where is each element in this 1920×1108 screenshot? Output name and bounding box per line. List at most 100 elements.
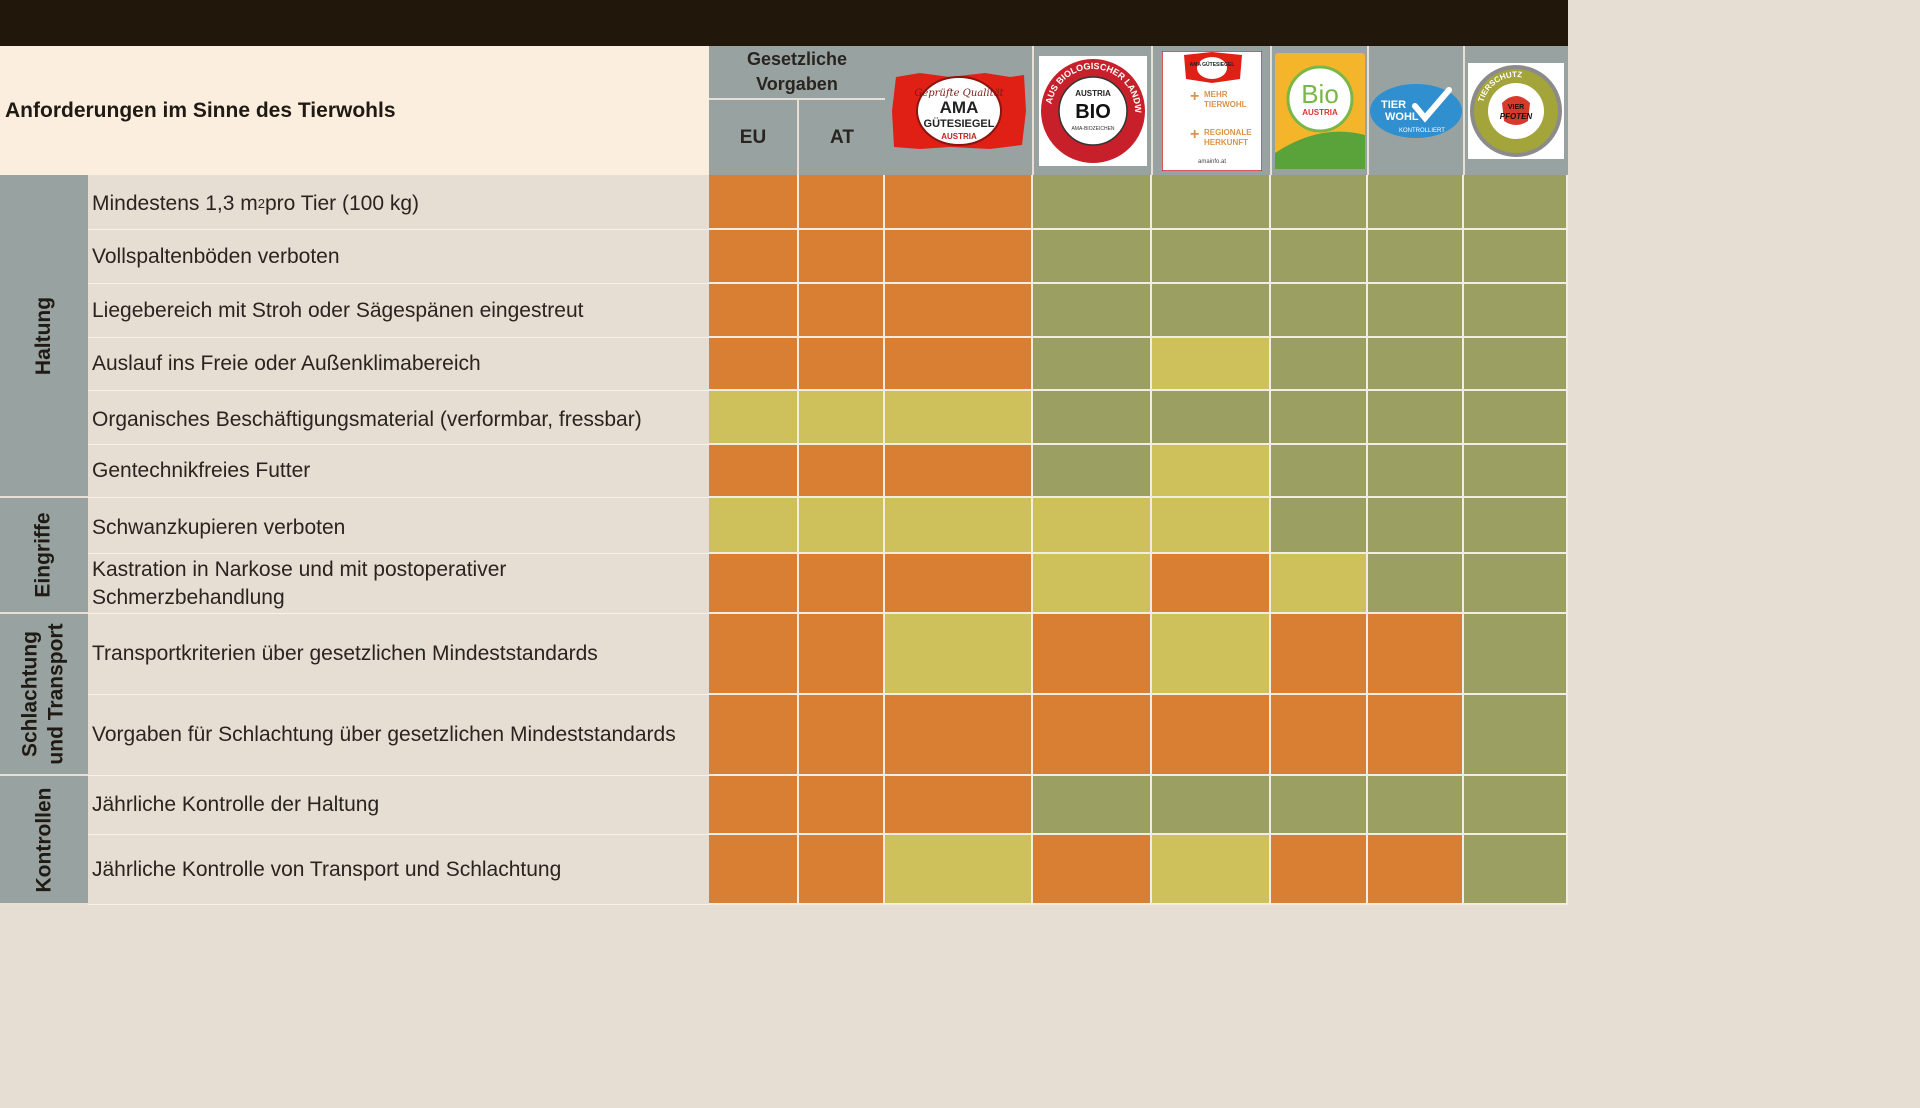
svg-text:AMA-BIOZEICHEN: AMA-BIOZEICHEN bbox=[1071, 126, 1114, 132]
legal-requirements-header: Gesetzliche Vorgaben bbox=[709, 46, 885, 100]
rating-cell-eu bbox=[709, 554, 799, 614]
rating-cell-austria-bio bbox=[1033, 175, 1152, 230]
header-divider bbox=[1367, 46, 1369, 175]
rating-cell-ama-guetesiegel bbox=[885, 175, 1033, 230]
rating-cell-ama-mehr-tierwohl bbox=[1152, 614, 1271, 695]
rating-cell-bio-austria bbox=[1271, 614, 1368, 695]
category-schlachtung-transport: Schlachtung und Transport bbox=[0, 614, 88, 776]
rating-cell-tierschutz-kontrolliert bbox=[1464, 498, 1568, 554]
rating-cell-at bbox=[799, 776, 885, 835]
rating-cell-bio-austria bbox=[1271, 554, 1368, 614]
svg-text:AMA: AMA bbox=[940, 98, 979, 117]
top-bar bbox=[0, 0, 1568, 46]
rating-cell-ama-guetesiegel bbox=[885, 695, 1033, 776]
header-divider bbox=[1463, 46, 1465, 175]
svg-text:TIERWOHL: TIERWOHL bbox=[1204, 100, 1247, 109]
table-title-cell: Anforderungen im Sinne des Tierwohls bbox=[0, 46, 709, 175]
rating-cell-ama-guetesiegel bbox=[885, 554, 1033, 614]
rating-cell-tierschutz-kontrolliert bbox=[1464, 695, 1568, 776]
row-label: Organisches Beschäftigungsmaterial (verf… bbox=[88, 391, 709, 445]
rating-cell-austria-bio bbox=[1033, 835, 1152, 905]
rating-cell-ama-mehr-tierwohl bbox=[1152, 554, 1271, 614]
rating-cell-ama-guetesiegel bbox=[885, 614, 1033, 695]
rating-cell-tierschutz-kontrolliert bbox=[1464, 284, 1568, 338]
rating-cell-tierwohl-kontrolliert bbox=[1368, 498, 1464, 554]
rating-cell-eu bbox=[709, 695, 799, 776]
rating-cell-tierschutz-kontrolliert bbox=[1464, 445, 1568, 498]
rating-cell-ama-guetesiegel bbox=[885, 391, 1033, 445]
rating-cell-ama-mehr-tierwohl bbox=[1152, 695, 1271, 776]
ama-guetesiegel-logo: Geprüfte Qualität AMA GÜTESIEGEL AUSTRIA bbox=[885, 46, 1033, 175]
rating-cell-tierwohl-kontrolliert bbox=[1368, 445, 1464, 498]
svg-text:HERKUNFT: HERKUNFT bbox=[1204, 138, 1248, 147]
svg-text:AUSTRIA: AUSTRIA bbox=[1302, 108, 1338, 117]
rating-cell-at bbox=[799, 338, 885, 391]
rating-cell-ama-mehr-tierwohl bbox=[1152, 391, 1271, 445]
row-label: Schwanzkupieren verboten bbox=[88, 498, 709, 554]
rating-cell-bio-austria bbox=[1271, 835, 1368, 905]
row-label: Liegebereich mit Stroh oder Sägespänen e… bbox=[88, 284, 709, 338]
rating-cell-tierwohl-kontrolliert bbox=[1368, 695, 1464, 776]
svg-text:VIER: VIER bbox=[1508, 104, 1524, 111]
svg-text:PFOTEN: PFOTEN bbox=[1500, 112, 1533, 121]
rating-cell-ama-mehr-tierwohl bbox=[1152, 338, 1271, 391]
ama-mehr-tierwohl-logo: AMA GÜTESIEGEL + MEHR TIERWOHL + REGIONA… bbox=[1152, 46, 1271, 175]
table-title: Anforderungen im Sinne des Tierwohls bbox=[5, 98, 396, 122]
rating-cell-austria-bio bbox=[1033, 695, 1152, 776]
at-column-header: AT bbox=[799, 100, 885, 175]
bio-austria-logo: Bio AUSTRIA bbox=[1271, 46, 1368, 175]
rating-cell-ama-mehr-tierwohl bbox=[1152, 175, 1271, 230]
rating-cell-austria-bio bbox=[1033, 338, 1152, 391]
rating-cell-ama-guetesiegel bbox=[885, 776, 1033, 835]
rating-cell-tierwohl-kontrolliert bbox=[1368, 835, 1464, 905]
svg-text:TIER: TIER bbox=[1381, 99, 1406, 111]
rating-cell-at bbox=[799, 554, 885, 614]
svg-text:BIO: BIO bbox=[1075, 101, 1111, 123]
svg-text:Bio: Bio bbox=[1301, 79, 1339, 109]
svg-text:MEHR: MEHR bbox=[1204, 90, 1228, 99]
rating-cell-ama-mehr-tierwohl bbox=[1152, 230, 1271, 284]
rating-cell-eu bbox=[709, 835, 799, 905]
rating-cell-eu bbox=[709, 614, 799, 695]
rating-cell-tierschutz-kontrolliert bbox=[1464, 614, 1568, 695]
rating-cell-tierwohl-kontrolliert bbox=[1368, 175, 1464, 230]
rating-cell-ama-mehr-tierwohl bbox=[1152, 498, 1271, 554]
rating-cell-tierwohl-kontrolliert bbox=[1368, 554, 1464, 614]
row-label: Auslauf ins Freie oder Außenklimabereich bbox=[88, 338, 709, 391]
rating-cell-eu bbox=[709, 230, 799, 284]
rating-cell-at bbox=[799, 498, 885, 554]
rating-cell-austria-bio bbox=[1033, 284, 1152, 338]
rating-cell-tierwohl-kontrolliert bbox=[1368, 284, 1464, 338]
rating-cell-tierschutz-kontrolliert bbox=[1464, 230, 1568, 284]
svg-text:amainfo.at: amainfo.at bbox=[1197, 159, 1225, 165]
rating-cell-bio-austria bbox=[1271, 776, 1368, 835]
row-label: Gentechnikfreies Futter bbox=[88, 445, 709, 498]
rating-cell-tierschutz-kontrolliert bbox=[1464, 835, 1568, 905]
rating-cell-eu bbox=[709, 776, 799, 835]
row-label: Kastration in Narkose und mit postoperat… bbox=[88, 554, 709, 614]
rating-cell-austria-bio bbox=[1033, 614, 1152, 695]
rating-cell-bio-austria bbox=[1271, 391, 1368, 445]
svg-text:WOHL: WOHL bbox=[1385, 111, 1419, 123]
rating-cell-eu bbox=[709, 445, 799, 498]
rating-cell-tierwohl-kontrolliert bbox=[1368, 230, 1464, 284]
rating-cell-bio-austria bbox=[1271, 175, 1368, 230]
rating-cell-ama-guetesiegel bbox=[885, 284, 1033, 338]
rating-cell-ama-guetesiegel bbox=[885, 835, 1033, 905]
header-divider bbox=[1151, 46, 1153, 175]
rating-cell-austria-bio bbox=[1033, 230, 1152, 284]
rating-cell-tierschutz-kontrolliert bbox=[1464, 391, 1568, 445]
rating-cell-at bbox=[799, 230, 885, 284]
rating-cell-ama-mehr-tierwohl bbox=[1152, 776, 1271, 835]
rating-cell-tierschutz-kontrolliert bbox=[1464, 554, 1568, 614]
rating-cell-bio-austria bbox=[1271, 284, 1368, 338]
row-label: Vollspaltenböden verboten bbox=[88, 230, 709, 284]
rating-cell-tierwohl-kontrolliert bbox=[1368, 776, 1464, 835]
category-eingriffe: Eingriffe bbox=[0, 498, 88, 614]
tierwohl-kontrolliert-logo: TIER WOHL KONTROLLIERT bbox=[1368, 46, 1464, 175]
rating-cell-eu bbox=[709, 391, 799, 445]
rating-cell-austria-bio bbox=[1033, 776, 1152, 835]
rating-cell-ama-mehr-tierwohl bbox=[1152, 284, 1271, 338]
svg-text:AUSTRIA: AUSTRIA bbox=[1075, 89, 1111, 98]
rating-cell-ama-guetesiegel bbox=[885, 498, 1033, 554]
